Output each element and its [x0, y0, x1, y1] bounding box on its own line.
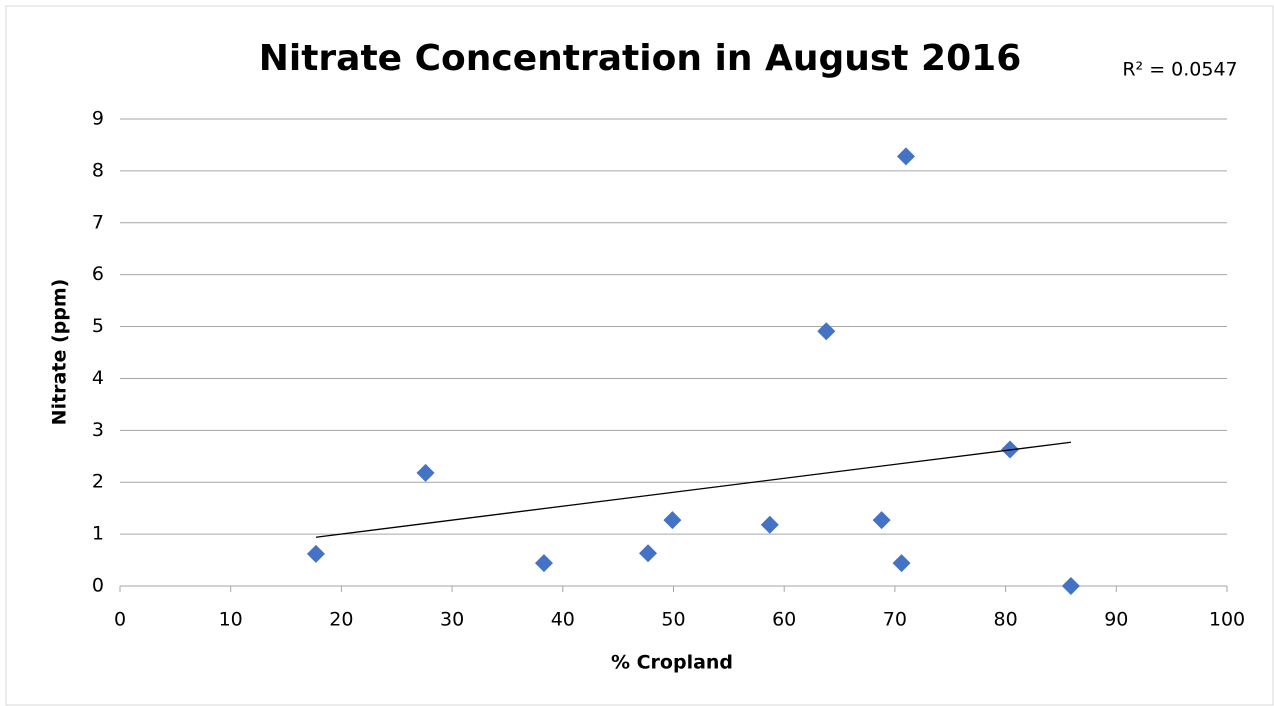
x-tick-label: 10: [219, 609, 243, 631]
y-tick-label: 4: [92, 367, 104, 389]
data-point: [896, 147, 915, 166]
y-tick-label: 7: [92, 211, 104, 233]
data-point: [817, 322, 836, 341]
x-tick-label: 60: [772, 609, 796, 631]
x-tick-label: 20: [329, 609, 353, 631]
x-tick-label: 40: [551, 609, 575, 631]
data-point: [892, 554, 911, 573]
data-point: [306, 544, 325, 563]
y-tick-label: 9: [92, 108, 104, 130]
x-tick-label: 70: [883, 609, 907, 631]
y-tick-label: 1: [92, 523, 104, 545]
chart-title: Nitrate Concentration in August 2016: [259, 38, 1022, 79]
x-tick-label: 100: [1209, 609, 1245, 631]
data-point: [1061, 577, 1080, 595]
x-tick-label: 80: [994, 609, 1018, 631]
data-point: [639, 544, 658, 563]
x-tick-label: 90: [1104, 609, 1128, 631]
y-tick-label: 6: [92, 263, 104, 285]
x-axis-label: % Cropland: [611, 652, 733, 674]
y-tick-label: 5: [92, 315, 104, 337]
data-point: [534, 554, 553, 573]
trendline: [315, 441, 1071, 538]
x-tick-label: 0: [114, 609, 126, 631]
r-squared: R² = 0.0547: [1122, 59, 1237, 81]
data-point: [663, 511, 682, 530]
chart-border: [5, 5, 1274, 706]
data-point: [872, 511, 891, 530]
data-point: [760, 515, 779, 534]
y-tick-label: 3: [92, 419, 104, 441]
x-tick-label: 30: [440, 609, 464, 631]
y-axis-label: Nitrate (ppm): [49, 279, 71, 426]
x-tick-label: 50: [661, 609, 685, 631]
y-tick-label: 8: [92, 159, 104, 181]
y-tick-label: 2: [92, 471, 104, 493]
data-point: [416, 463, 435, 482]
y-tick-label: 0: [92, 575, 104, 597]
